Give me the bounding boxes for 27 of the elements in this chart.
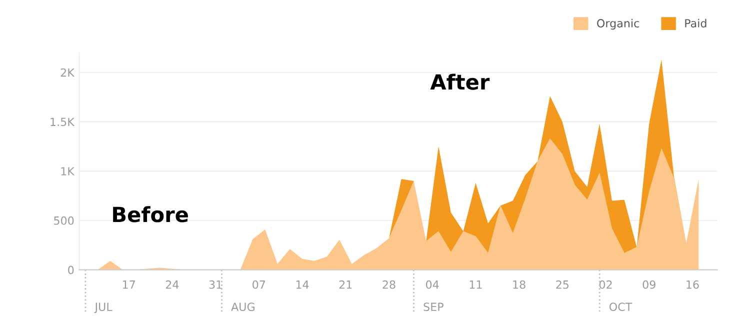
x-tick-label: 02 <box>599 280 612 289</box>
ref-line-label: SEP <box>424 302 444 312</box>
annotation: After <box>430 74 490 90</box>
legend-label: Organic <box>597 18 639 30</box>
x-tick-label: 18 <box>513 280 526 289</box>
x-tick-label: 31 <box>209 280 222 289</box>
x-tick-label: 07 <box>252 280 266 289</box>
x-tick-label: 14 <box>296 280 309 289</box>
x-tick-label: 16 <box>686 280 699 289</box>
x-tick-label: 24 <box>166 280 179 289</box>
x-tick-label: 21 <box>339 280 352 289</box>
x-tick-label: 11 <box>470 280 482 289</box>
ref-line-label: OCT <box>609 302 632 312</box>
legend-label: Paid <box>685 18 706 28</box>
x-tick-label: 09 <box>642 280 656 289</box>
y-tick-label: 1.5K <box>50 118 75 126</box>
annotation: Before <box>113 206 188 222</box>
ref-line-label: JUL <box>94 302 112 314</box>
x-tick-label: 17 <box>122 280 135 289</box>
x-tick-label: 25 <box>556 280 568 289</box>
x-tick-label: 28 <box>382 280 396 289</box>
y-tick-label: 0 <box>68 266 74 274</box>
x-tick-label: 04 <box>426 280 439 289</box>
y-tick-label: 500 <box>54 216 74 225</box>
y-tick-label: 1K <box>61 167 75 176</box>
ref-line-label: AUG <box>231 302 254 312</box>
y-tick-label: 2K <box>60 68 75 77</box>
